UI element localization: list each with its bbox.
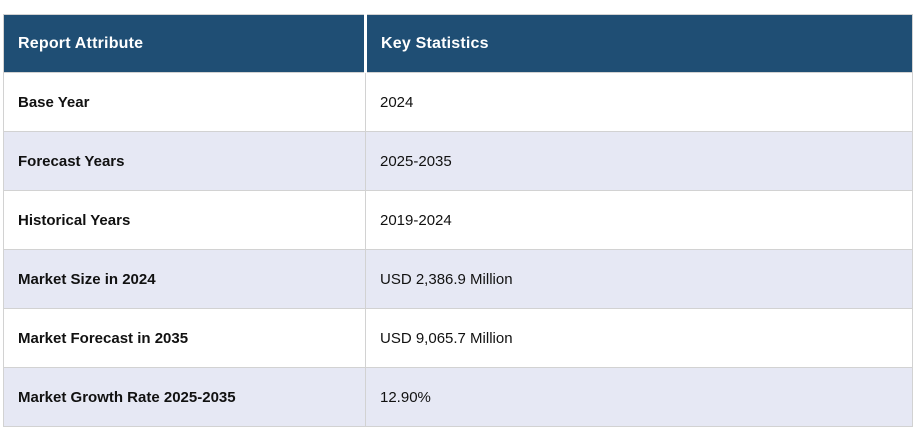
table-row-forecast-years: Forecast Years 2025-2035 [3,131,913,191]
column-header-report-attribute: Report Attribute [3,14,367,73]
value-cell: 2025-2035 [365,131,913,191]
attribute-cell: Forecast Years [3,131,366,191]
value-cell: USD 9,065.7 Million [365,308,913,368]
table-header-row: Report Attribute Key Statistics [3,14,913,73]
table-row-market-size: Market Size in 2024 USD 2,386.9 Million [3,249,913,309]
table-row-market-growth-rate: Market Growth Rate 2025-2035 12.90% [3,367,913,427]
attribute-cell: Market Growth Rate 2025-2035 [3,367,366,427]
table-row-historical-years: Historical Years 2019-2024 [3,190,913,250]
attribute-cell: Historical Years [3,190,366,250]
column-header-key-statistics: Key Statistics [365,14,913,73]
value-cell: 2024 [365,72,913,132]
report-statistics-table: Report Attribute Key Statistics Base Yea… [3,14,913,427]
value-cell: 12.90% [365,367,913,427]
attribute-cell: Market Size in 2024 [3,249,366,309]
table-row-market-forecast: Market Forecast in 2035 USD 9,065.7 Mill… [3,308,913,368]
attribute-cell: Market Forecast in 2035 [3,308,366,368]
value-cell: 2019-2024 [365,190,913,250]
attribute-cell: Base Year [3,72,366,132]
value-cell: USD 2,386.9 Million [365,249,913,309]
table-row-base-year: Base Year 2024 [3,72,913,132]
